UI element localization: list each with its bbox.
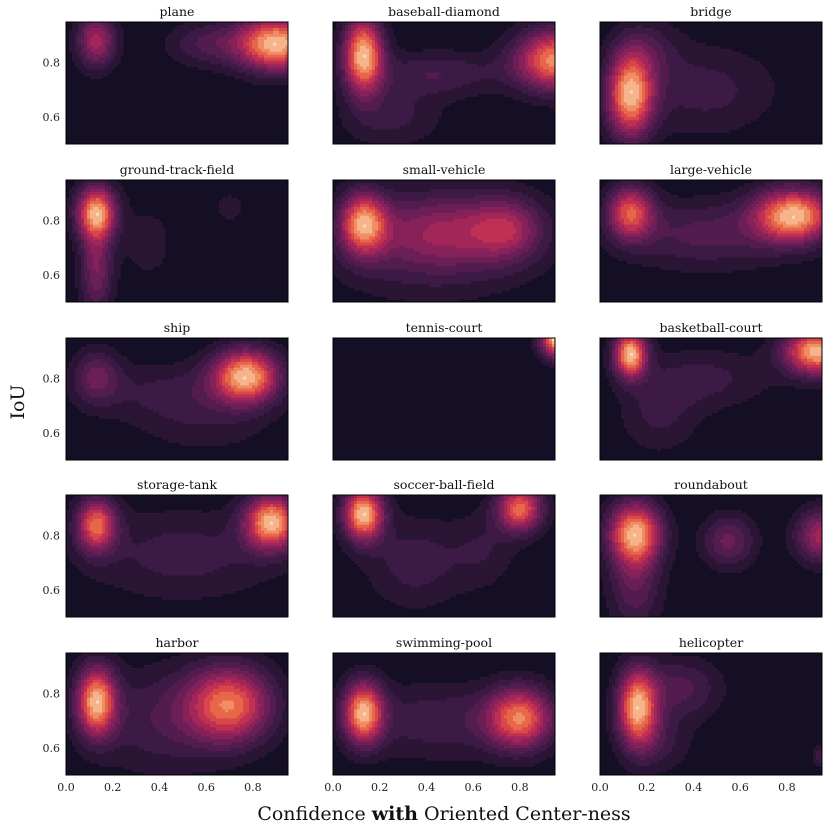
panel-storage-tank: storage-tank: [65, 477, 289, 618]
x-tick-label: 0.0: [591, 781, 609, 794]
panel-title: ground-track-field: [120, 162, 235, 177]
x-axis-label-part-1: Confidence: [257, 803, 371, 825]
plot-background: [333, 338, 555, 460]
y-tick-label: 0.6: [43, 584, 61, 597]
plot-frame: [65, 652, 289, 776]
panel-title: small-vehicle: [403, 162, 486, 177]
panel-ship: ship: [65, 320, 289, 461]
panel-grid: plane baseball-diamond bridge ground-track-…: [65, 4, 823, 776]
panel-title: storage-tank: [137, 477, 218, 492]
panel-title: large-vehicle: [670, 162, 752, 177]
x-tick-label: 0.8: [244, 781, 262, 794]
plot-frame: [332, 179, 556, 303]
density-contours: [531, 338, 555, 369]
y-axis-label: IoU: [7, 385, 29, 420]
x-tick-label: 0.8: [778, 781, 796, 794]
x-tick-label: 0.6: [197, 781, 215, 794]
panel-title: ship: [164, 320, 190, 335]
panel-swimming-pool: swimming-pool: [332, 635, 556, 776]
plot-frame: [65, 494, 289, 618]
panel-title: baseball-diamond: [388, 4, 500, 19]
panel-title: basketball-court: [659, 320, 762, 335]
plot-frame: [599, 494, 823, 618]
panel-title: swimming-pool: [396, 635, 492, 650]
y-tick-label: 0.8: [43, 530, 61, 543]
panel-title: roundabout: [674, 477, 748, 492]
x-tick-label: 0.2: [104, 781, 122, 794]
plot-frame: [599, 179, 823, 303]
panel-title: tennis-court: [406, 320, 483, 335]
plot-frame: [332, 21, 556, 145]
density-contours: [333, 180, 555, 302]
panel-small-vehicle: small-vehicle: [332, 162, 556, 303]
y-tick-label: 0.6: [43, 111, 61, 124]
x-tick-label: 0.4: [418, 781, 436, 794]
y-tick-label: 0.6: [43, 427, 61, 440]
y-tick-label: 0.8: [43, 373, 61, 386]
panel-title: harbor: [156, 635, 199, 650]
y-tick-label: 0.8: [43, 215, 61, 228]
density-contours: [600, 495, 822, 617]
x-tick-label: 0.4: [151, 781, 169, 794]
x-tick-labels: 0.0 0.2 0.4 0.6 0.8 0.0 0.2 0.4 0.6 0.8 0.0 0.2 0.4 0…: [57, 781, 795, 794]
x-axis-label-part-3: Oriented Center-ness: [418, 803, 631, 825]
density-contours: [333, 22, 555, 144]
plot-frame: [65, 179, 289, 303]
density-contours: [600, 22, 775, 144]
x-tick-label: 0.8: [511, 781, 529, 794]
panel-title: bridge: [690, 4, 731, 19]
x-tick-label: 0.6: [464, 781, 482, 794]
panel-ground-track-field: ground-track-field: [65, 162, 289, 303]
density-contours: [69, 22, 288, 86]
x-axis-label: Confidence with Oriented Center-ness: [257, 803, 630, 825]
density-contours: [600, 180, 822, 273]
x-axis-label-part-2: with: [371, 803, 418, 825]
plot-frame: [65, 337, 289, 461]
x-tick-label: 0.2: [638, 781, 656, 794]
y-tick-label: 0.8: [43, 57, 61, 70]
plot-frame: [599, 652, 823, 776]
panel-soccer-ball-field: soccer-ball-field: [332, 477, 556, 618]
panel-helicopter: helicopter: [599, 635, 823, 776]
plot-frame: [332, 494, 556, 618]
density-contours: [66, 180, 241, 302]
x-tick-label: 0.0: [324, 781, 342, 794]
panel-harbor: harbor: [65, 635, 289, 776]
panel-title: plane: [160, 4, 195, 19]
plot-frame: [332, 337, 556, 461]
y-tick-label: 0.8: [43, 688, 61, 701]
panel-title: helicopter: [679, 635, 743, 650]
panel-plane: plane: [65, 4, 289, 145]
density-contours: [606, 653, 822, 775]
panel-roundabout: roundabout: [599, 477, 823, 618]
panel-tennis-court: tennis-court: [332, 320, 556, 461]
plot-frame: [599, 21, 823, 145]
x-tick-label: 0.6: [731, 781, 749, 794]
density-contours: [333, 495, 555, 609]
x-tick-label: 0.0: [57, 781, 75, 794]
plot-frame: [332, 652, 556, 776]
density-contours: [333, 664, 555, 767]
density-contours: [66, 495, 288, 600]
plot-frame: [599, 337, 823, 461]
density-contours: [66, 338, 288, 446]
density-contours: [603, 338, 822, 452]
y-tick-labels: 0.6 0.8 0.6 0.8 0.6 0.8 0.6 0.8 0.6 0.8: [43, 57, 61, 755]
x-tick-label: 0.2: [371, 781, 389, 794]
density-contours: [66, 653, 288, 775]
x-tick-label: 0.4: [685, 781, 703, 794]
panel-large-vehicle: large-vehicle: [599, 162, 823, 303]
y-tick-label: 0.6: [43, 269, 61, 282]
panel-title: soccer-ball-field: [394, 477, 495, 492]
y-tick-label: 0.6: [43, 742, 61, 755]
panel-baseball-diamond: baseball-diamond: [332, 4, 556, 145]
plot-frame: [65, 21, 289, 145]
panel-basketball-court: basketball-court: [599, 320, 823, 461]
panel-bridge: bridge: [599, 4, 823, 145]
